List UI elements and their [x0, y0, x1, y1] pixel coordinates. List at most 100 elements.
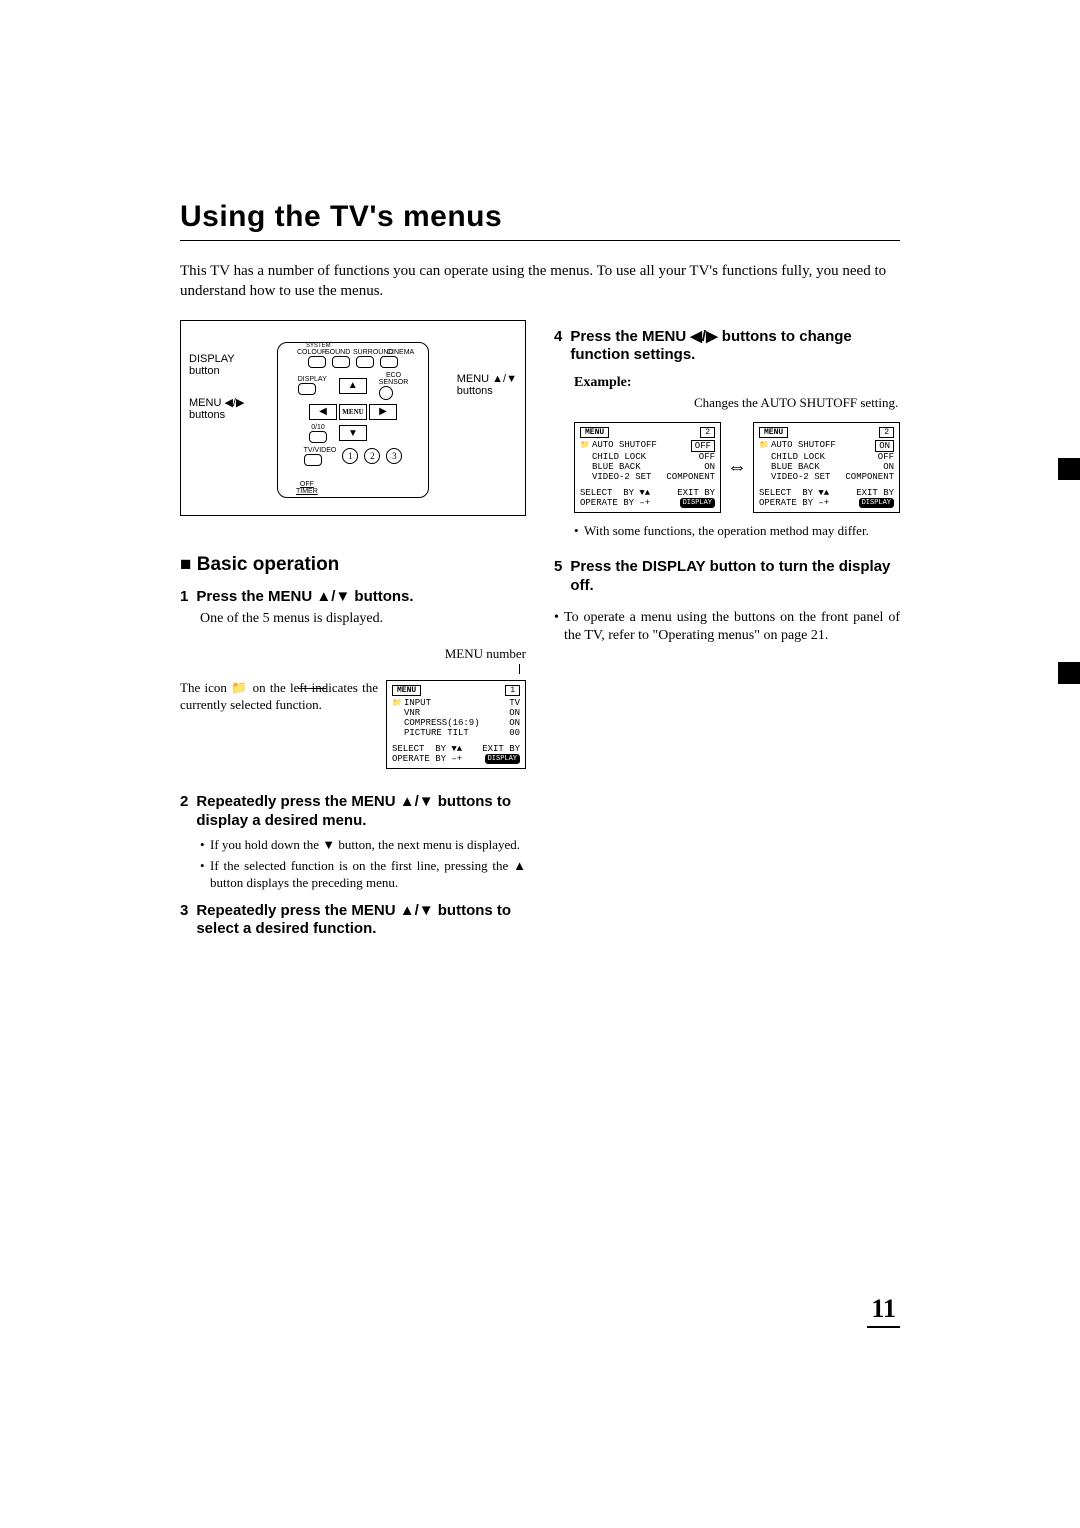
remote-body: COLOUR SOUND SURROUND CINEMA SYSTEM [277, 342, 429, 498]
remote-menu-button: MENU [339, 404, 367, 420]
osd3-f1: SELECT BY ▼▲ [759, 488, 829, 498]
step-5-num: 5 [554, 558, 562, 596]
callout-display-label: DISPLAY [189, 353, 235, 365]
osd-menu-2a: MENU 2 AUTO SHUTOFFOFF CHILD LOCKOFF BLU… [574, 422, 721, 513]
label-sound: SOUND [325, 349, 347, 356]
menu-number-label: MENU number [180, 646, 526, 678]
icon-caption: The icon 📁 on the left indicates the cur… [180, 680, 378, 714]
example-caption: Changes the AUTO SHUTOFF setting. [694, 395, 900, 412]
step-5-title: Press the DISPLAY button to turn the dis… [570, 558, 900, 596]
osd2-r1-k: AUTO SHUTOFF [592, 440, 657, 450]
osd1-r1-k: INPUT [404, 698, 431, 708]
step-2-b2: If the selected function is on the first… [200, 858, 526, 892]
osd3-r2-v: OFF [878, 452, 894, 462]
osd1-exit: EXIT BY [482, 744, 520, 754]
label-system: SYSTEM [306, 343, 331, 349]
step-1-num: 1 [180, 588, 188, 607]
label-off-timer: OFF TIMER [296, 481, 318, 495]
osd-menu-1: MENU 1 INPUTTV VNRON COMPRESS(16:9)ON PI… [386, 680, 526, 769]
osd3-r4-v: COMPONENT [845, 472, 894, 482]
osd1-r4-k: PICTURE TILT [392, 728, 469, 738]
step-3: 3 Repeatedly press the MENU ▲/▼ buttons … [180, 902, 526, 940]
step-2: 2 Repeatedly press the MENU ▲/▼ buttons … [180, 793, 526, 831]
label-display: DISPLAY [298, 376, 327, 383]
title-rule [180, 240, 900, 241]
osd3-r4-k: VIDEO-2 SET [759, 472, 830, 482]
step-1-title: Press the MENU ▲/▼ buttons. [196, 588, 413, 607]
osd3-exit: EXIT BY [856, 488, 894, 498]
osd1-r3-k: COMPRESS(16:9) [392, 718, 480, 728]
osd3-disp: DISPLAY [859, 498, 894, 508]
intro-text: This TV has a number of functions you ca… [180, 261, 900, 302]
step-4-num: 4 [554, 328, 562, 366]
step-3-title: Repeatedly press the MENU ▲/▼ buttons to… [196, 902, 526, 940]
page-number: 11 [867, 1294, 900, 1328]
osd2-num: 2 [700, 427, 715, 438]
label-cinema: CINEMA [387, 349, 409, 356]
osd2-r1-v: OFF [691, 440, 715, 452]
osd1-f1: SELECT BY ▼▲ [392, 744, 462, 754]
label-digit: 0/10 [309, 424, 327, 431]
remote-button [356, 356, 374, 368]
circled-1-icon: 1 [342, 448, 358, 464]
step-2-num: 2 [180, 793, 188, 831]
remote-button: ◀ [309, 404, 337, 420]
final-bullet: To operate a menu using the buttons on t… [554, 609, 900, 645]
osd1-f2: OPERATE BY –+ [392, 754, 462, 764]
remote-button [298, 383, 316, 395]
osd1-disp: DISPLAY [485, 754, 520, 764]
remote-button: ▶ [369, 404, 397, 420]
circled-3-icon: 3 [386, 448, 402, 464]
remote-diagram: DISPLAY button MENU ◀/▶ buttons MENU ▲/▼… [180, 320, 526, 516]
osd3-r1-k: AUTO SHUTOFF [771, 440, 836, 450]
osd3-f2: OPERATE BY –+ [759, 498, 829, 508]
osd2-r4-v: COMPONENT [666, 472, 715, 482]
step-5: 5 Press the DISPLAY button to turn the d… [554, 558, 900, 596]
page-title: Using the TV's menus [180, 200, 900, 234]
callout-menu-lr-label: MENU ◀/▶ [189, 397, 244, 409]
double-arrow-icon: ⇔ [727, 456, 747, 479]
osd3-r2-k: CHILD LOCK [759, 452, 825, 462]
callout-menu-ud-label: MENU ▲/▼ [457, 373, 517, 385]
osd1-r1-v: TV [509, 698, 520, 708]
osd2-title: MENU [580, 427, 609, 438]
step-2-title: Repeatedly press the MENU ▲/▼ buttons to… [196, 793, 526, 831]
remote-button [332, 356, 350, 368]
edge-tab [1058, 662, 1080, 684]
osd3-r3-k: BLUE BACK [759, 462, 820, 472]
example-label: Example: [574, 375, 900, 391]
callout-menu-ud-sub: buttons [457, 385, 517, 397]
edge-tab [1058, 458, 1080, 480]
left-column: DISPLAY button MENU ◀/▶ buttons MENU ▲/▼… [180, 320, 526, 944]
example-diagram: MENU 2 AUTO SHUTOFF OFF CHILD LOCK OFF BLU… [574, 422, 900, 513]
basic-operation-heading: ■ Basic operation [180, 554, 526, 576]
remote-button [379, 386, 393, 400]
step-2-bullets: If you hold down the ▼ button, the next … [200, 837, 526, 892]
step-1-body: One of the 5 menus is displayed. [200, 610, 526, 628]
remote-button: ▼ [339, 425, 367, 441]
final-bullet-text: To operate a menu using the buttons on t… [554, 609, 900, 645]
osd2-exit: EXIT BY [677, 488, 715, 498]
label-tvvideo: TV/VIDEO [304, 447, 337, 454]
osd2-r3-v: ON [704, 462, 715, 472]
osd2-r4-k: VIDEO-2 SET [580, 472, 651, 482]
remote-button [308, 356, 326, 368]
osd2-r2-v: OFF [699, 452, 715, 462]
osd1-r2-v: ON [509, 708, 520, 718]
right-column: 4 Press the MENU ◀/▶ buttons to change f… [554, 320, 900, 650]
step-1: 1 Press the MENU ▲/▼ buttons. [180, 588, 526, 607]
label-eco: ECO SENSOR [379, 372, 409, 386]
osd2-f1: SELECT BY ▼▲ [580, 488, 650, 498]
osd1-r2-k: VNR [392, 708, 420, 718]
remote-button [304, 454, 322, 466]
callout-display: DISPLAY button [189, 353, 235, 377]
osd2-disp: DISPLAY [680, 498, 715, 508]
callout-menu-lr: MENU ◀/▶ buttons [189, 397, 244, 421]
step-4: 4 Press the MENU ◀/▶ buttons to change f… [554, 328, 900, 366]
callout-menu-ud: MENU ▲/▼ buttons [457, 373, 517, 397]
circled-2-icon: 2 [364, 448, 380, 464]
osd1-num: 1 [505, 685, 520, 696]
label-colour: COLOUR [297, 349, 319, 356]
osd2-f2: OPERATE BY –+ [580, 498, 650, 508]
callout-menu-lr-sub: buttons [189, 409, 244, 421]
